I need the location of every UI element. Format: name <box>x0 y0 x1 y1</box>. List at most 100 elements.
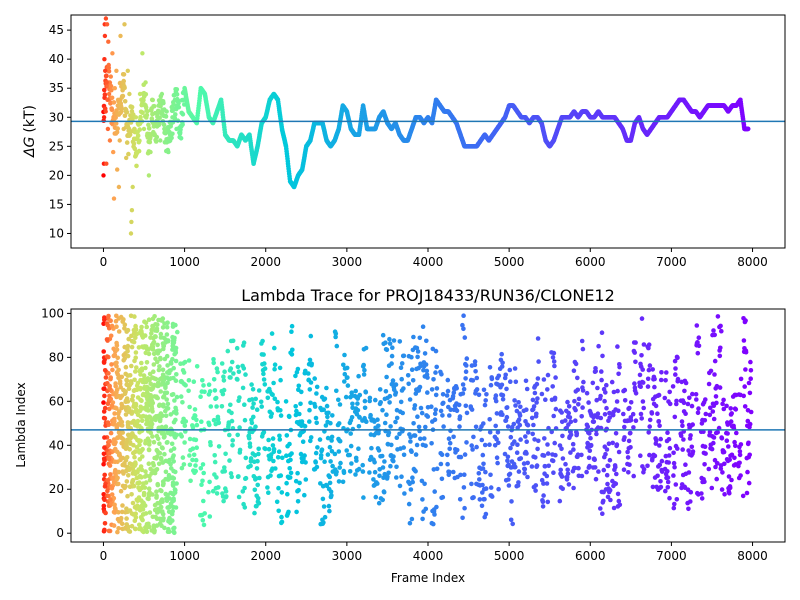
bottom-point <box>361 362 367 368</box>
bottom-point <box>607 487 613 493</box>
bottom-point <box>717 353 723 359</box>
bottom-point <box>106 371 111 376</box>
bottom-panel: Lambda Trace for PROJ18433/RUN36/CLONE12… <box>14 286 786 585</box>
top-point <box>135 133 141 138</box>
top-point <box>176 100 181 106</box>
bottom-point <box>273 466 278 471</box>
top-point <box>144 112 150 118</box>
bottom-point <box>432 417 438 423</box>
bottom-point <box>381 489 387 495</box>
bottom-x-axis-label: Frame Index <box>391 571 465 585</box>
bottom-point <box>665 475 671 480</box>
bottom-point <box>313 460 319 465</box>
bottom-point <box>170 455 176 460</box>
bottom-point <box>174 481 179 486</box>
bottom-point <box>387 336 392 342</box>
bottom-point <box>483 398 489 403</box>
bottom-point <box>714 476 719 482</box>
x-tick-label: 6000 <box>575 255 606 269</box>
bottom-point <box>600 353 605 359</box>
bottom-point <box>500 412 505 418</box>
bottom-point <box>617 364 622 370</box>
bottom-point <box>223 489 229 494</box>
bottom-point <box>444 393 450 398</box>
bottom-point <box>495 460 500 466</box>
bottom-point <box>356 373 361 379</box>
bottom-point <box>143 441 148 446</box>
bottom-point <box>154 516 160 521</box>
bottom-point <box>201 383 206 388</box>
bottom-point <box>302 492 307 498</box>
bottom-point <box>587 448 593 454</box>
bottom-point <box>656 392 662 398</box>
bottom-point <box>719 487 725 492</box>
bottom-point <box>460 515 465 521</box>
bottom-point <box>545 442 550 447</box>
bottom-point <box>229 474 234 480</box>
bottom-point <box>686 470 692 475</box>
y-tick-label: 0 <box>56 526 64 540</box>
bottom-point <box>103 510 108 516</box>
bottom-point <box>508 445 513 451</box>
x-tick-label: 5000 <box>494 549 525 563</box>
bottom-point <box>167 504 172 510</box>
bottom-point <box>165 363 170 368</box>
bottom-point <box>170 475 175 480</box>
bottom-point <box>266 437 271 443</box>
bottom-point <box>540 499 546 505</box>
bottom-point <box>250 387 256 392</box>
bottom-point <box>628 430 633 436</box>
bottom-point <box>718 323 723 329</box>
bottom-point <box>159 445 165 450</box>
x-tick-label: 3000 <box>332 549 363 563</box>
bottom-point <box>489 376 495 382</box>
bottom-point <box>162 321 167 326</box>
bottom-point <box>667 401 673 407</box>
bottom-point <box>308 438 313 444</box>
bottom-point <box>163 408 168 414</box>
bottom-point <box>683 462 688 468</box>
bottom-point <box>541 377 547 382</box>
bottom-point <box>500 397 506 402</box>
bottom-point <box>385 474 390 480</box>
bottom-point <box>141 512 146 517</box>
bottom-point <box>415 349 421 354</box>
bottom-point <box>607 415 612 420</box>
bottom-point <box>621 411 626 417</box>
bottom-point <box>308 380 314 385</box>
bottom-point <box>254 407 260 413</box>
top-point <box>124 155 129 161</box>
bottom-point <box>140 517 145 523</box>
top-point <box>124 109 130 115</box>
bottom-point <box>214 491 220 496</box>
bottom-point <box>133 335 138 341</box>
bottom-point <box>746 440 751 446</box>
bottom-point <box>409 354 414 360</box>
bottom-point <box>129 462 134 467</box>
x-tick-label: 4000 <box>413 549 444 563</box>
bottom-point <box>423 424 428 430</box>
bottom-point <box>672 501 677 507</box>
bottom-point <box>657 423 662 429</box>
bottom-point <box>630 411 636 417</box>
bottom-point <box>139 475 144 480</box>
bottom-point <box>307 419 312 424</box>
bottom-point <box>102 435 107 440</box>
bottom-point <box>146 317 152 323</box>
bottom-point <box>401 445 407 450</box>
top-point <box>161 122 167 128</box>
bottom-point <box>390 378 396 383</box>
x-tick-label: 8000 <box>737 255 768 269</box>
bottom-point <box>645 463 650 469</box>
bottom-point <box>373 494 379 500</box>
bottom-point <box>505 454 511 460</box>
top-point <box>107 138 113 143</box>
bottom-point <box>144 394 149 399</box>
bottom-point <box>173 505 179 510</box>
top-point <box>138 114 143 120</box>
bottom-point <box>510 521 515 527</box>
bottom-point <box>613 481 619 487</box>
bottom-point <box>372 469 378 475</box>
top-point <box>103 109 108 114</box>
bottom-point <box>389 442 394 448</box>
